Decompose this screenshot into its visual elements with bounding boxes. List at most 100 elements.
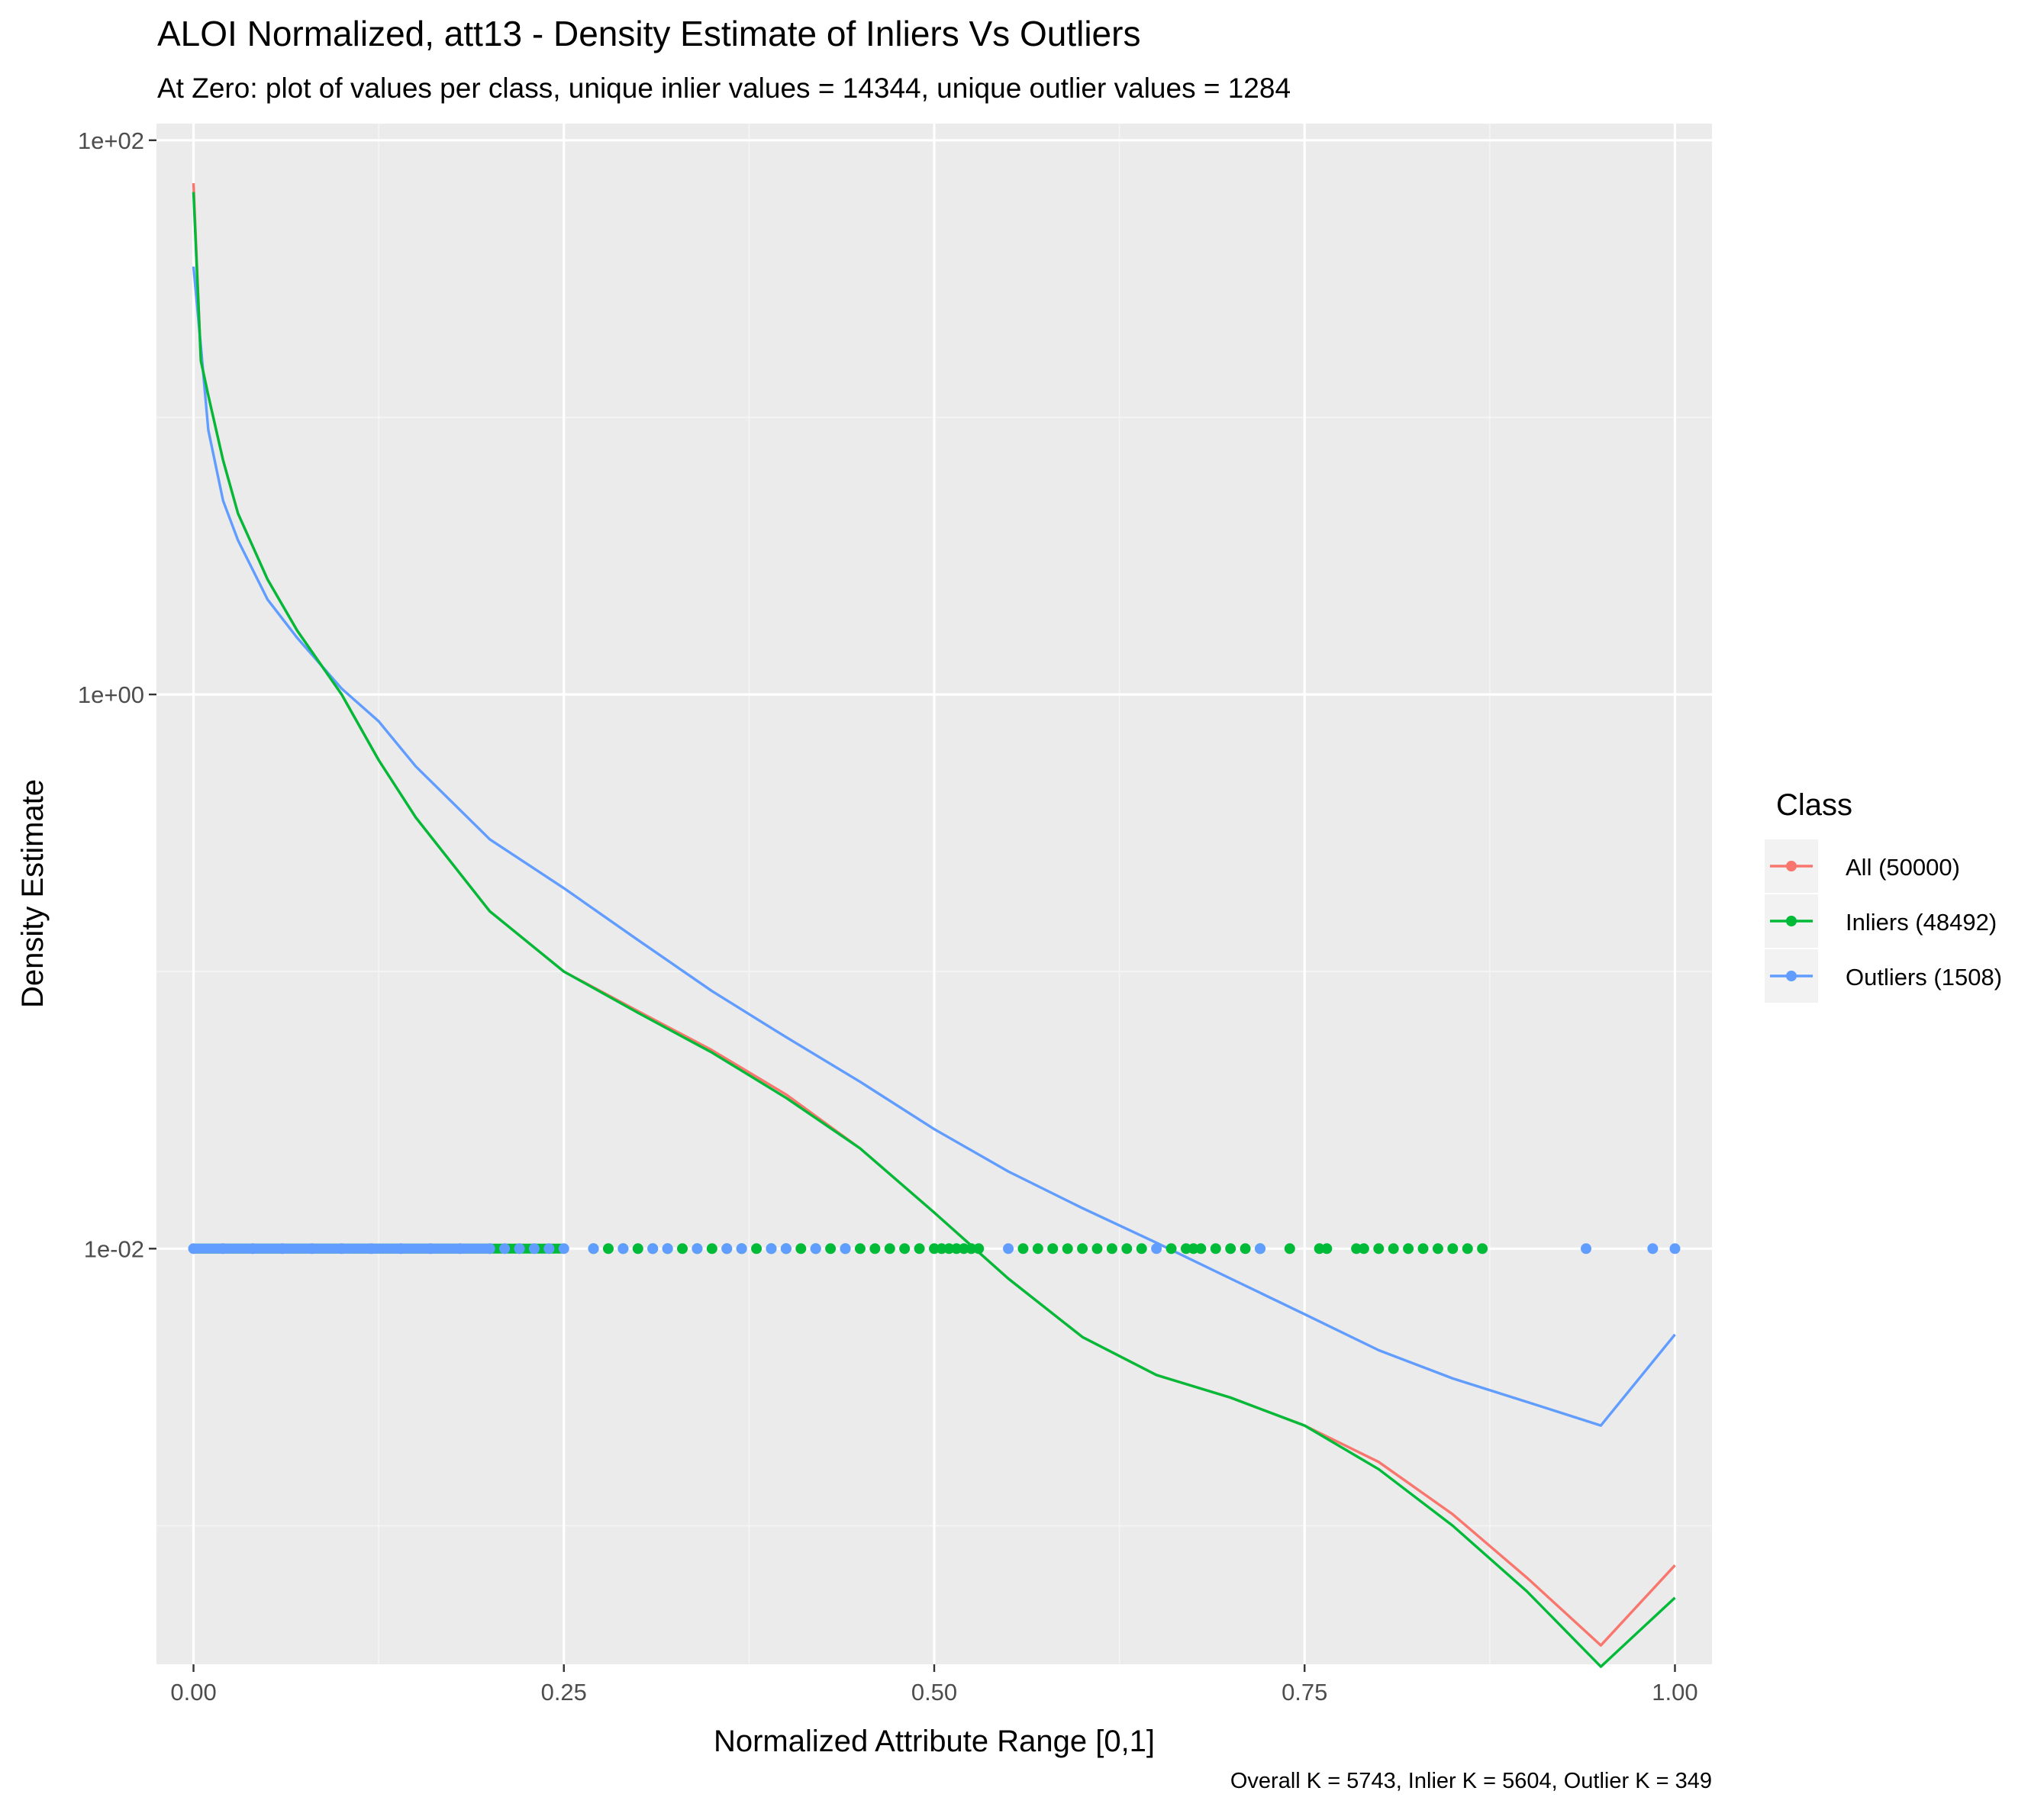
inlier-zero-point: [632, 1243, 643, 1255]
x-tick-label: 0.25: [541, 1679, 587, 1706]
inlier-zero-point: [1188, 1243, 1199, 1255]
inlier-zero-point: [1210, 1243, 1221, 1255]
chart-subtitle: At Zero: plot of values per class, uniqu…: [157, 72, 1291, 104]
inlier-zero-point: [1032, 1243, 1043, 1255]
inlier-zero-point: [1351, 1243, 1362, 1255]
inlier-zero-point: [1388, 1243, 1399, 1255]
outlier-zero-point: [499, 1243, 511, 1255]
inlier-zero-point: [1373, 1243, 1385, 1255]
inlier-zero-point: [1314, 1243, 1325, 1255]
outlier-zero-point: [588, 1243, 599, 1255]
outlier-zero-point: [484, 1243, 495, 1255]
legend-label-outliers: Outliers (1508): [1846, 964, 2002, 990]
outlier-zero-point: [647, 1243, 659, 1255]
inlier-zero-point: [602, 1243, 614, 1255]
outlier-zero-point: [543, 1243, 555, 1255]
outlier-zero-point: [336, 1243, 347, 1255]
outlier-zero-point: [425, 1243, 437, 1255]
outlier-zero-point: [1647, 1243, 1659, 1255]
outlier-zero-point: [395, 1243, 407, 1255]
outlier-zero-point: [736, 1243, 747, 1255]
outlier-zero-point: [366, 1243, 377, 1255]
inlier-zero-point: [899, 1243, 911, 1255]
inlier-zero-point: [884, 1243, 895, 1255]
inlier-zero-point: [1417, 1243, 1429, 1255]
legend-key-point-all: [1786, 861, 1797, 871]
chart-title: ALOI Normalized, att13 - Density Estimat…: [157, 14, 1140, 53]
inlier-zero-point: [1077, 1243, 1088, 1255]
outlier-zero-point: [766, 1243, 777, 1255]
inlier-zero-point: [1284, 1243, 1295, 1255]
y-tick-label: 1e+02: [78, 127, 144, 154]
outlier-zero-point: [276, 1243, 288, 1255]
x-axis-title: Normalized Attribute Range [0,1]: [714, 1725, 1155, 1758]
legend-title: Class: [1776, 788, 1852, 822]
outlier-zero-point: [840, 1243, 851, 1255]
outlier-zero-point: [662, 1243, 673, 1255]
x-tick-label: 0.50: [911, 1679, 957, 1706]
inlier-zero-point: [1106, 1243, 1117, 1255]
inlier-zero-point: [958, 1243, 969, 1255]
inlier-zero-point: [966, 1243, 977, 1255]
outlier-zero-point: [218, 1243, 229, 1255]
outlier-zero-point: [721, 1243, 733, 1255]
inlier-zero-point: [1447, 1243, 1459, 1255]
inlier-zero-point: [1091, 1243, 1103, 1255]
outlier-zero-point: [454, 1243, 466, 1255]
legend-label-all: All (50000): [1846, 854, 1960, 881]
inlier-zero-point: [1358, 1243, 1369, 1255]
inlier-zero-point: [914, 1243, 925, 1255]
series-line-inliers: [192, 192, 1676, 1668]
series-line-outliers: [192, 266, 1676, 1427]
inlier-zero-point: [751, 1243, 762, 1255]
outlier-zero-point: [514, 1243, 525, 1255]
inlier-zero-point: [951, 1243, 962, 1255]
inlier-zero-point: [795, 1243, 807, 1255]
x-axis-ticks: 0.00 0.25 0.50 0.75 1.00: [170, 1664, 1698, 1706]
outlier-zero-point: [247, 1243, 259, 1255]
legend-keys: [1765, 839, 1818, 1003]
inlier-zero-point: [929, 1243, 940, 1255]
x-tick-label: 0.75: [1282, 1679, 1327, 1706]
inlier-zero-point: [1047, 1243, 1059, 1255]
outlier-zero-point: [692, 1243, 703, 1255]
outlier-zero-point: [1151, 1243, 1162, 1255]
inlier-zero-point: [1403, 1243, 1414, 1255]
inlier-zero-point: [1240, 1243, 1251, 1255]
inlier-zero-point: [1136, 1243, 1147, 1255]
inlier-zero-point: [1225, 1243, 1236, 1255]
outlier-zero-point: [1581, 1243, 1592, 1255]
inlier-zero-point: [1062, 1243, 1073, 1255]
density-lines: [192, 182, 1676, 1668]
chart-caption: Overall K = 5743, Inlier K = 5604, Outli…: [1230, 1769, 1712, 1793]
outlier-zero-point: [1255, 1243, 1266, 1255]
outlier-zero-point: [780, 1243, 791, 1255]
legend-key-point-inliers: [1786, 916, 1797, 926]
inlier-zero-point: [943, 1243, 955, 1255]
inlier-zero-point: [1017, 1243, 1029, 1255]
inlier-zero-point: [1477, 1243, 1488, 1255]
outlier-zero-point: [528, 1243, 540, 1255]
inlier-zero-point: [1321, 1243, 1333, 1255]
outlier-zero-point: [558, 1243, 569, 1255]
x-tick-label: 1.00: [1652, 1679, 1697, 1706]
outlier-zero-point: [1003, 1243, 1014, 1255]
inlier-zero-point: [677, 1243, 688, 1255]
zero-value-points: [188, 1243, 1681, 1255]
legend: Class All (50000) Inliers (48492) Outlie…: [1765, 788, 2002, 1003]
outlier-zero-point: [810, 1243, 821, 1255]
legend-key-point-outliers: [1786, 971, 1797, 981]
inlier-zero-point: [1180, 1243, 1191, 1255]
x-tick-label: 0.00: [170, 1679, 216, 1706]
outlier-zero-point: [188, 1243, 199, 1255]
inlier-zero-point: [936, 1243, 947, 1255]
inlier-zero-point: [825, 1243, 837, 1255]
outlier-zero-point: [617, 1243, 629, 1255]
inlier-zero-point: [973, 1243, 985, 1255]
inlier-zero-point: [706, 1243, 717, 1255]
inlier-zero-point: [854, 1243, 866, 1255]
y-axis-ticks: 1e+02 1e+00 1e-02: [78, 127, 156, 1262]
inlier-zero-point: [1432, 1243, 1443, 1255]
y-tick-label: 1e-02: [84, 1235, 144, 1262]
